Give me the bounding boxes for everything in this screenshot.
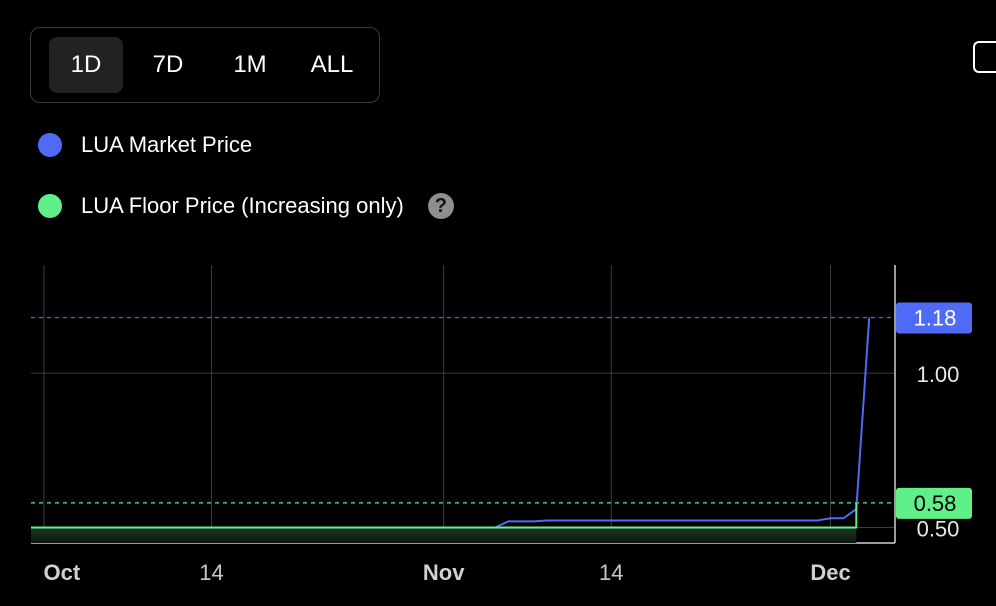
range-tab-all[interactable]: ALL	[310, 51, 354, 78]
x-tick-label: 14	[599, 560, 623, 585]
y-tick-label: 1.00	[917, 362, 960, 387]
range-tab-1m[interactable]: 1M	[233, 51, 267, 78]
legend-floor-price-dot	[38, 194, 62, 218]
market-price-line	[494, 317, 871, 529]
price-badge-label: 1.18	[914, 306, 957, 331]
floor-price-area	[31, 527, 857, 543]
range-tab-7d[interactable]: 7D	[152, 51, 184, 78]
x-tick-label: Nov	[423, 560, 465, 585]
time-range-selector: 1D 7D 1M ALL	[30, 27, 380, 103]
legend-market-price: LUA Market Price	[38, 132, 252, 158]
y-tick-label: 0.50	[917, 517, 960, 542]
price-badge-label: 0.58	[914, 491, 957, 516]
legend-floor-price-label: LUA Floor Price (Increasing only)	[81, 193, 404, 218]
price-badge	[896, 302, 972, 334]
price-badge	[896, 487, 972, 519]
x-tick-label: Dec	[810, 560, 850, 585]
x-tick-label: Oct	[44, 560, 81, 585]
x-tick-label: 14	[199, 560, 223, 585]
help-icon[interactable]: ?	[427, 193, 454, 219]
legend-market-price-label: LUA Market Price	[81, 132, 253, 157]
fullscreen-icon[interactable]	[973, 41, 996, 73]
range-tab-1d[interactable]: 1D	[49, 37, 123, 93]
legend-floor-price: LUA Floor Price (Increasing only) ?	[38, 193, 454, 219]
floor-price-line	[31, 502, 858, 529]
legend-market-price-dot	[38, 133, 62, 157]
